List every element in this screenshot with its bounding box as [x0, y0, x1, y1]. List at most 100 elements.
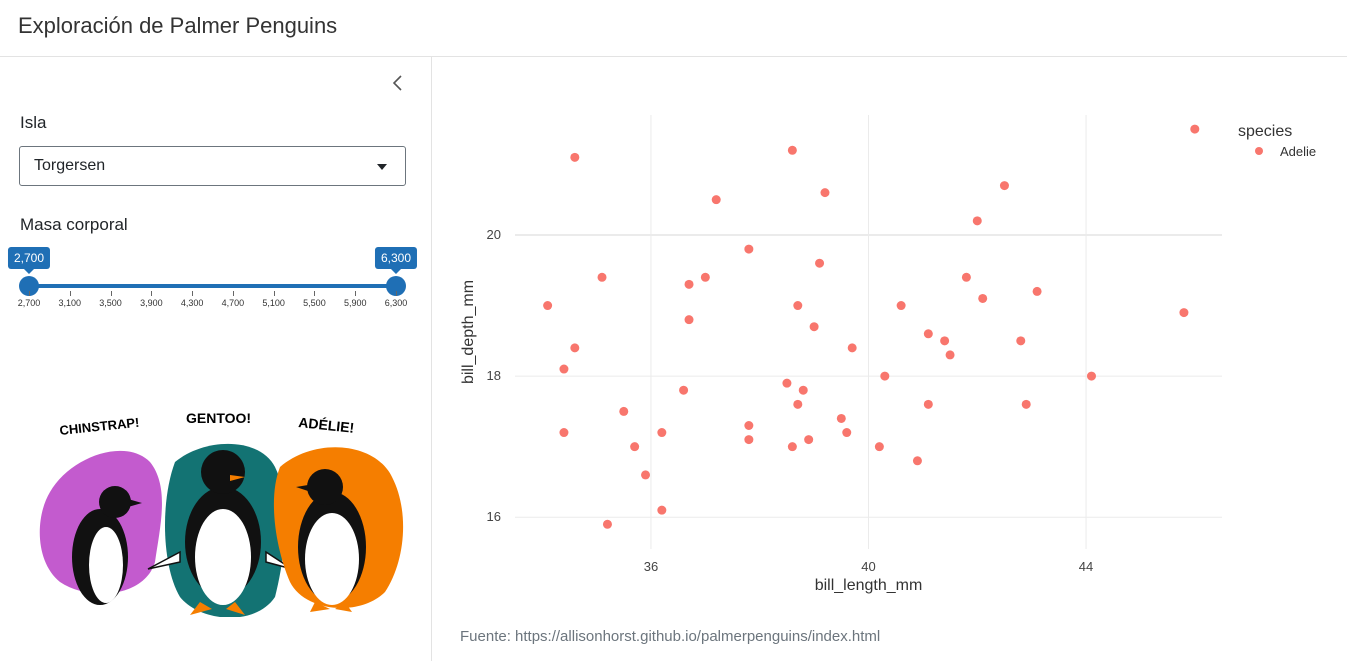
data-point [700, 272, 710, 282]
data-point [842, 428, 852, 438]
data-point [602, 519, 612, 529]
slider-tick-label: 3,100 [58, 298, 82, 308]
slider-max-value: 6,300 [374, 247, 418, 274]
data-point [874, 442, 884, 452]
y-tick-label: 16 [487, 509, 501, 524]
chinstrap-penguin: CHINSTRAP! [39, 415, 162, 605]
data-point [679, 385, 689, 395]
x-tick-label: 44 [1079, 559, 1093, 574]
x-tick-label: 36 [644, 559, 658, 574]
slider-tick-label: 5,900 [343, 298, 367, 308]
data-point [912, 456, 922, 466]
adelie-label: ADÉLIE! [298, 414, 355, 436]
data-point [923, 329, 933, 339]
slider-tick [29, 291, 30, 296]
chart-grid [515, 115, 1222, 549]
mass-label: Masa corporal [20, 215, 128, 234]
data-point [744, 421, 754, 431]
data-point [684, 279, 694, 289]
data-point [961, 272, 971, 282]
slider-tick [192, 291, 194, 296]
data-point [820, 188, 830, 198]
data-point [787, 442, 797, 452]
gentoo-label: GENTOO! [186, 410, 251, 426]
data-point [880, 371, 890, 381]
slider-ticks: 2,700 3,100 3,500 3,900 4,300 4,700 5,100 5,500… [0, 291, 432, 311]
legend-marker [1255, 147, 1263, 155]
data-point [684, 315, 694, 325]
slider-handle-max[interactable] [386, 276, 406, 296]
page-title: Exploración de Palmer Penguins [18, 13, 338, 38]
chevron-down-icon [377, 164, 387, 170]
data-point [619, 406, 629, 416]
data-point [559, 364, 569, 374]
x-axis-label: bill_length_mm [815, 577, 923, 594]
scatter-chart: 36 40 44 16 18 20 bill_length_mm bill_depth_m… [460, 115, 1316, 594]
data-point [836, 413, 846, 423]
slider-min-value: 2,700 [7, 247, 51, 274]
data-point [787, 145, 797, 155]
data-point [804, 435, 814, 445]
data-point [1016, 336, 1026, 346]
data-point [978, 293, 988, 303]
legend-title: species [1238, 123, 1292, 140]
slider-tick [232, 291, 234, 296]
scatter-plot: 36 40 44 16 18 20 bill_length_mm bill_depth_m… [433, 57, 1347, 661]
island-select[interactable]: Torgersen [19, 146, 406, 186]
slider-tick [314, 291, 316, 296]
y-axis-label: bill_depth_mm [460, 280, 477, 384]
data-point [793, 301, 803, 311]
data-point [657, 505, 667, 515]
chart-axes: 36 40 44 16 18 20 [487, 227, 1094, 574]
slider-tick [110, 291, 112, 296]
data-point [798, 385, 808, 395]
data-point [559, 428, 569, 438]
data-point [940, 336, 950, 346]
data-point [896, 301, 906, 311]
slider-tick-label: 4,300 [180, 298, 204, 308]
data-point [945, 350, 955, 360]
chevron-left-icon [392, 75, 402, 91]
data-point [543, 301, 553, 311]
sidebar: Isla Torgersen Masa corporal 2,700 6,300… [0, 57, 432, 661]
data-point [711, 195, 721, 205]
island-select-value: Torgersen [34, 157, 106, 174]
island-label: Isla [20, 113, 47, 132]
data-point [815, 258, 825, 268]
data-point [782, 378, 792, 388]
legend-label: Adelie [1280, 144, 1316, 159]
data-point [630, 442, 640, 452]
slider-track[interactable] [29, 284, 396, 288]
data-point [744, 435, 754, 445]
data-point [570, 152, 580, 162]
data-point [1032, 286, 1042, 296]
slider-tick [273, 291, 275, 296]
app-header: Exploración de Palmer Penguins [0, 0, 1347, 57]
data-point [1179, 308, 1189, 318]
data-point [597, 272, 607, 282]
chart-points [543, 124, 1200, 529]
slider-tick [151, 291, 153, 296]
data-point [1086, 371, 1096, 381]
penguins-artwork: CHINSTRAP! GENTOO! ADÉLIE! [39, 410, 404, 617]
slider-tick-label: 6,300 [384, 298, 408, 308]
slider-tick-label: 5,500 [303, 298, 326, 308]
gentoo-penguin: GENTOO! [147, 410, 293, 617]
slider-handle-min[interactable] [19, 276, 39, 296]
data-point [1021, 399, 1031, 409]
data-point [923, 399, 933, 409]
data-point [809, 322, 819, 332]
slider-tick-label: 3,500 [99, 298, 122, 308]
y-tick-label: 20 [487, 227, 501, 242]
chinstrap-label: CHINSTRAP! [59, 415, 140, 438]
mass-range-slider[interactable]: 2,700 6,300 2,700 3,100 3,500 3,900 4,300 4,7… [0, 247, 432, 327]
data-point [972, 216, 982, 226]
collapse-sidebar-button[interactable] [388, 73, 408, 93]
adelie-penguin: ADÉLIE! [273, 414, 404, 612]
data-point [657, 428, 667, 438]
data-point [847, 343, 857, 353]
slider-tick-label: 4,700 [221, 298, 245, 308]
source-text: Fuente: https://allisonhorst.github.io/p… [460, 628, 881, 645]
data-point [793, 399, 803, 409]
data-point [570, 343, 580, 353]
